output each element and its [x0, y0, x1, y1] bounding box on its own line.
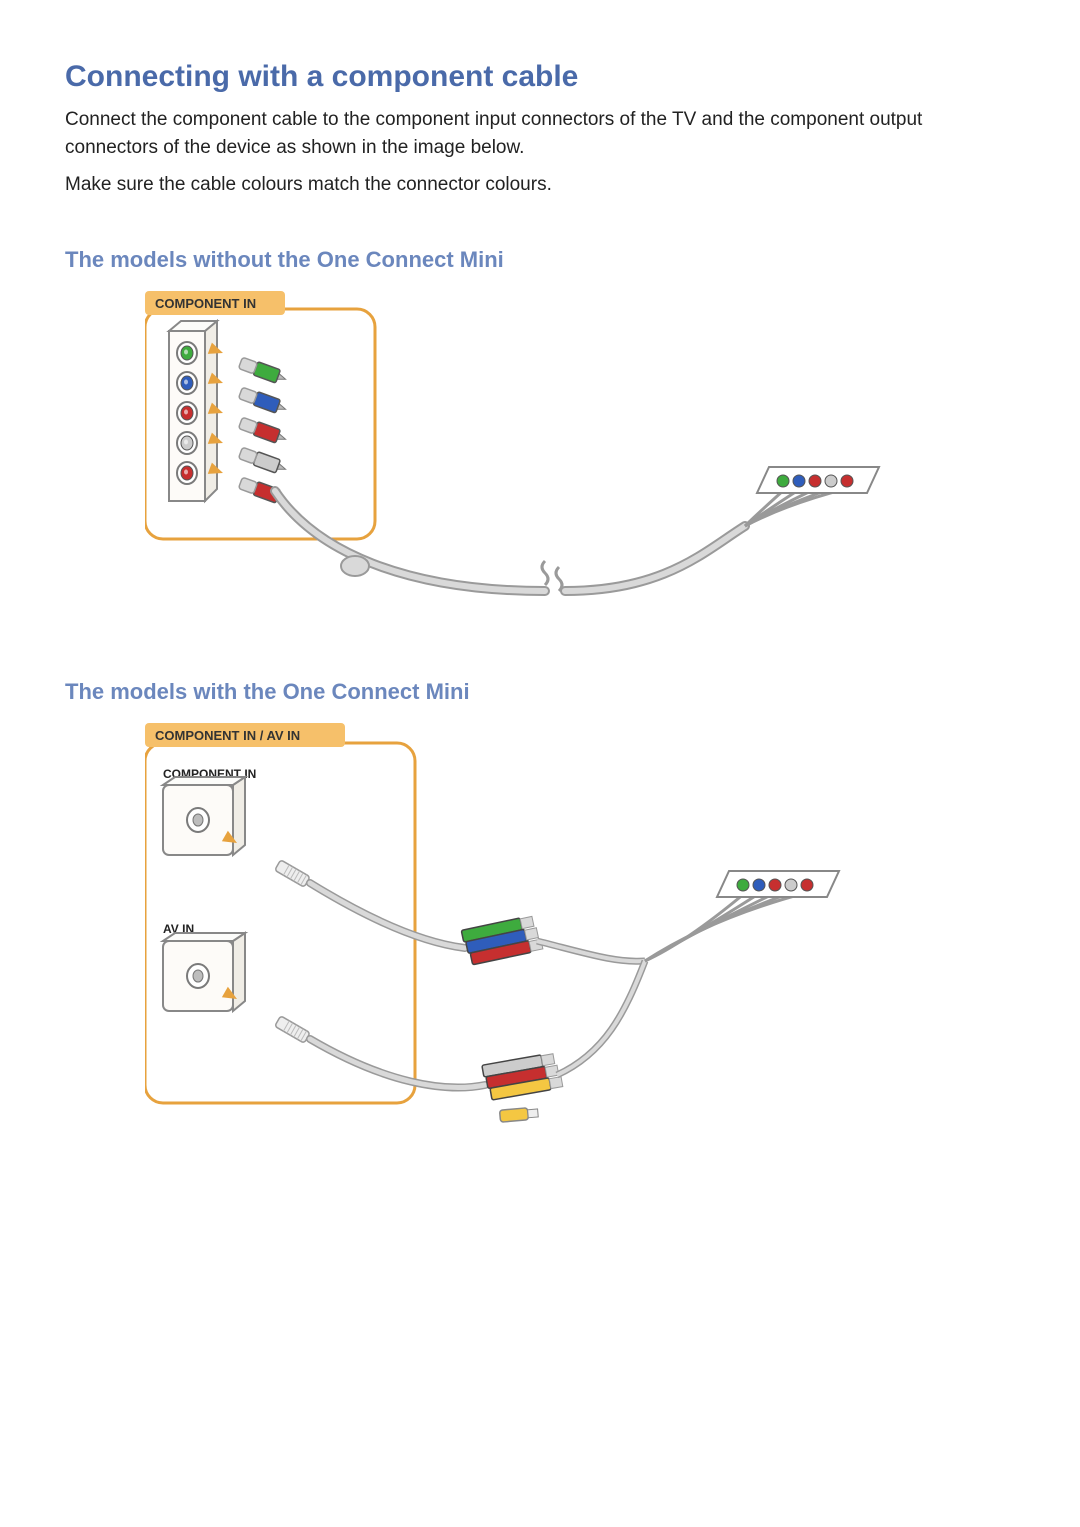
subheading-1: The models without the One Connect Mini	[65, 247, 1015, 273]
svg-text:COMPONENT IN / AV IN: COMPONENT IN / AV IN	[155, 728, 300, 743]
subheading-2: The models with the One Connect Mini	[65, 679, 1015, 705]
paragraph-2: Make sure the cable colours match the co…	[65, 171, 1015, 199]
svg-text:COMPONENT IN: COMPONENT IN	[155, 296, 256, 311]
diagram-2: COMPONENT IN / AV INCOMPONENT INAV IN	[145, 723, 1015, 1133]
paragraph-1: Connect the component cable to the compo…	[65, 106, 1015, 161]
diagram-1: COMPONENT IN	[145, 291, 1015, 631]
page-title: Connecting with a component cable	[65, 60, 1015, 94]
